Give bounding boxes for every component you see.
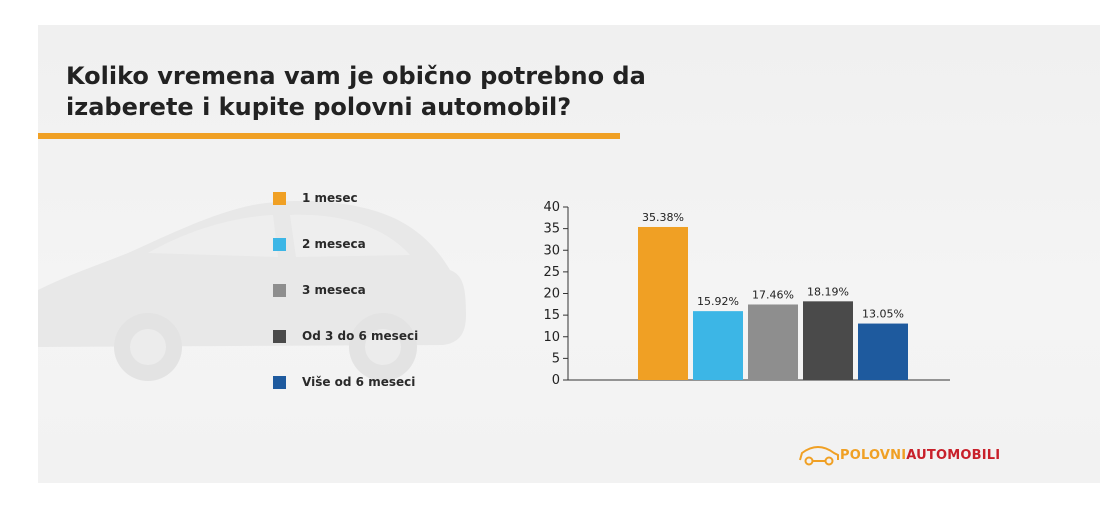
legend-swatch — [273, 283, 286, 297]
page-title: Koliko vremena vam je obično potrebno da… — [66, 61, 666, 123]
title-underline — [38, 133, 620, 139]
legend-label: 3 meseca — [302, 283, 366, 297]
brand-name-part2: AUTOMOBILI — [906, 447, 1001, 463]
legend-label: Od 3 do 6 meseci — [302, 329, 419, 343]
y-tick-label: 25 — [543, 265, 560, 280]
legend-label: 1 mesec — [302, 191, 358, 205]
y-tick-label: 40 — [543, 200, 560, 215]
legend-label: Više od 6 meseci — [302, 375, 416, 389]
brand-name: POLOVNIAUTOMOBILI — [840, 448, 1000, 463]
y-tick-label: 0 — [552, 373, 560, 388]
title-line-2: izaberete i kupite polovni automobil? — [66, 93, 572, 121]
bar-0 — [638, 226, 688, 380]
y-tick-label: 20 — [543, 287, 560, 302]
bar-2 — [748, 304, 798, 380]
legend-item-3-meseca: 3 meseca — [273, 280, 366, 300]
bar-4 — [858, 323, 908, 380]
car-outline-logo-icon — [799, 445, 839, 466]
y-tick-label: 30 — [543, 243, 560, 258]
y-tick-label: 15 — [543, 308, 560, 323]
legend-item-2-meseca: 2 meseca — [273, 234, 366, 254]
legend-swatch — [273, 329, 286, 343]
data-label: 35.38% — [642, 211, 684, 224]
legend-item-od-3-do-6-meseci: Od 3 do 6 meseci — [273, 326, 418, 346]
infographic-card: Koliko vremena vam je obično potrebno da… — [38, 25, 1100, 483]
bar-3 — [803, 301, 853, 380]
title-line-1: Koliko vremena vam je obično potrebno da — [66, 62, 646, 90]
brand-name-part1: POLOVNI — [840, 447, 907, 463]
legend-item-vise-od-6-meseci: Više od 6 meseci — [273, 372, 415, 392]
y-tick-label: 35 — [543, 222, 560, 237]
data-label: 17.46% — [752, 288, 794, 301]
legend-swatch — [273, 375, 286, 389]
brand-logo: POLOVNIAUTOMOBILI — [798, 443, 1000, 467]
bar-chart: 0 5 10 15 20 25 30 35 40 35.38% 15.92% 17.46% 18.19%… — [543, 200, 950, 388]
data-label: 18.19% — [807, 285, 849, 298]
bar-1 — [693, 311, 743, 380]
data-label: 15.92% — [697, 295, 739, 308]
legend-swatch — [273, 191, 286, 205]
legend-label: 2 meseca — [302, 237, 366, 251]
y-tick-label: 5 — [552, 351, 560, 366]
data-label: 13.05% — [862, 308, 904, 321]
legend-swatch — [273, 237, 286, 251]
legend-item-1-mesec: 1 mesec — [273, 188, 358, 208]
car-silhouette-icon — [38, 200, 466, 381]
y-tick-label: 10 — [543, 330, 560, 345]
